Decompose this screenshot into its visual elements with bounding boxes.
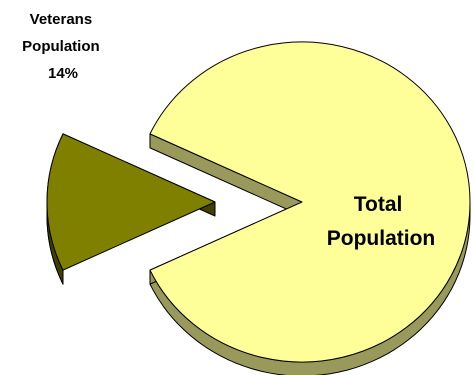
label-veterans-population: Veterans Population 14% xyxy=(22,11,104,82)
slice-total-top xyxy=(149,41,471,363)
label-total-population: Total Population xyxy=(327,193,436,250)
pie-tops xyxy=(46,41,471,363)
slice-veterans-top xyxy=(46,133,216,271)
